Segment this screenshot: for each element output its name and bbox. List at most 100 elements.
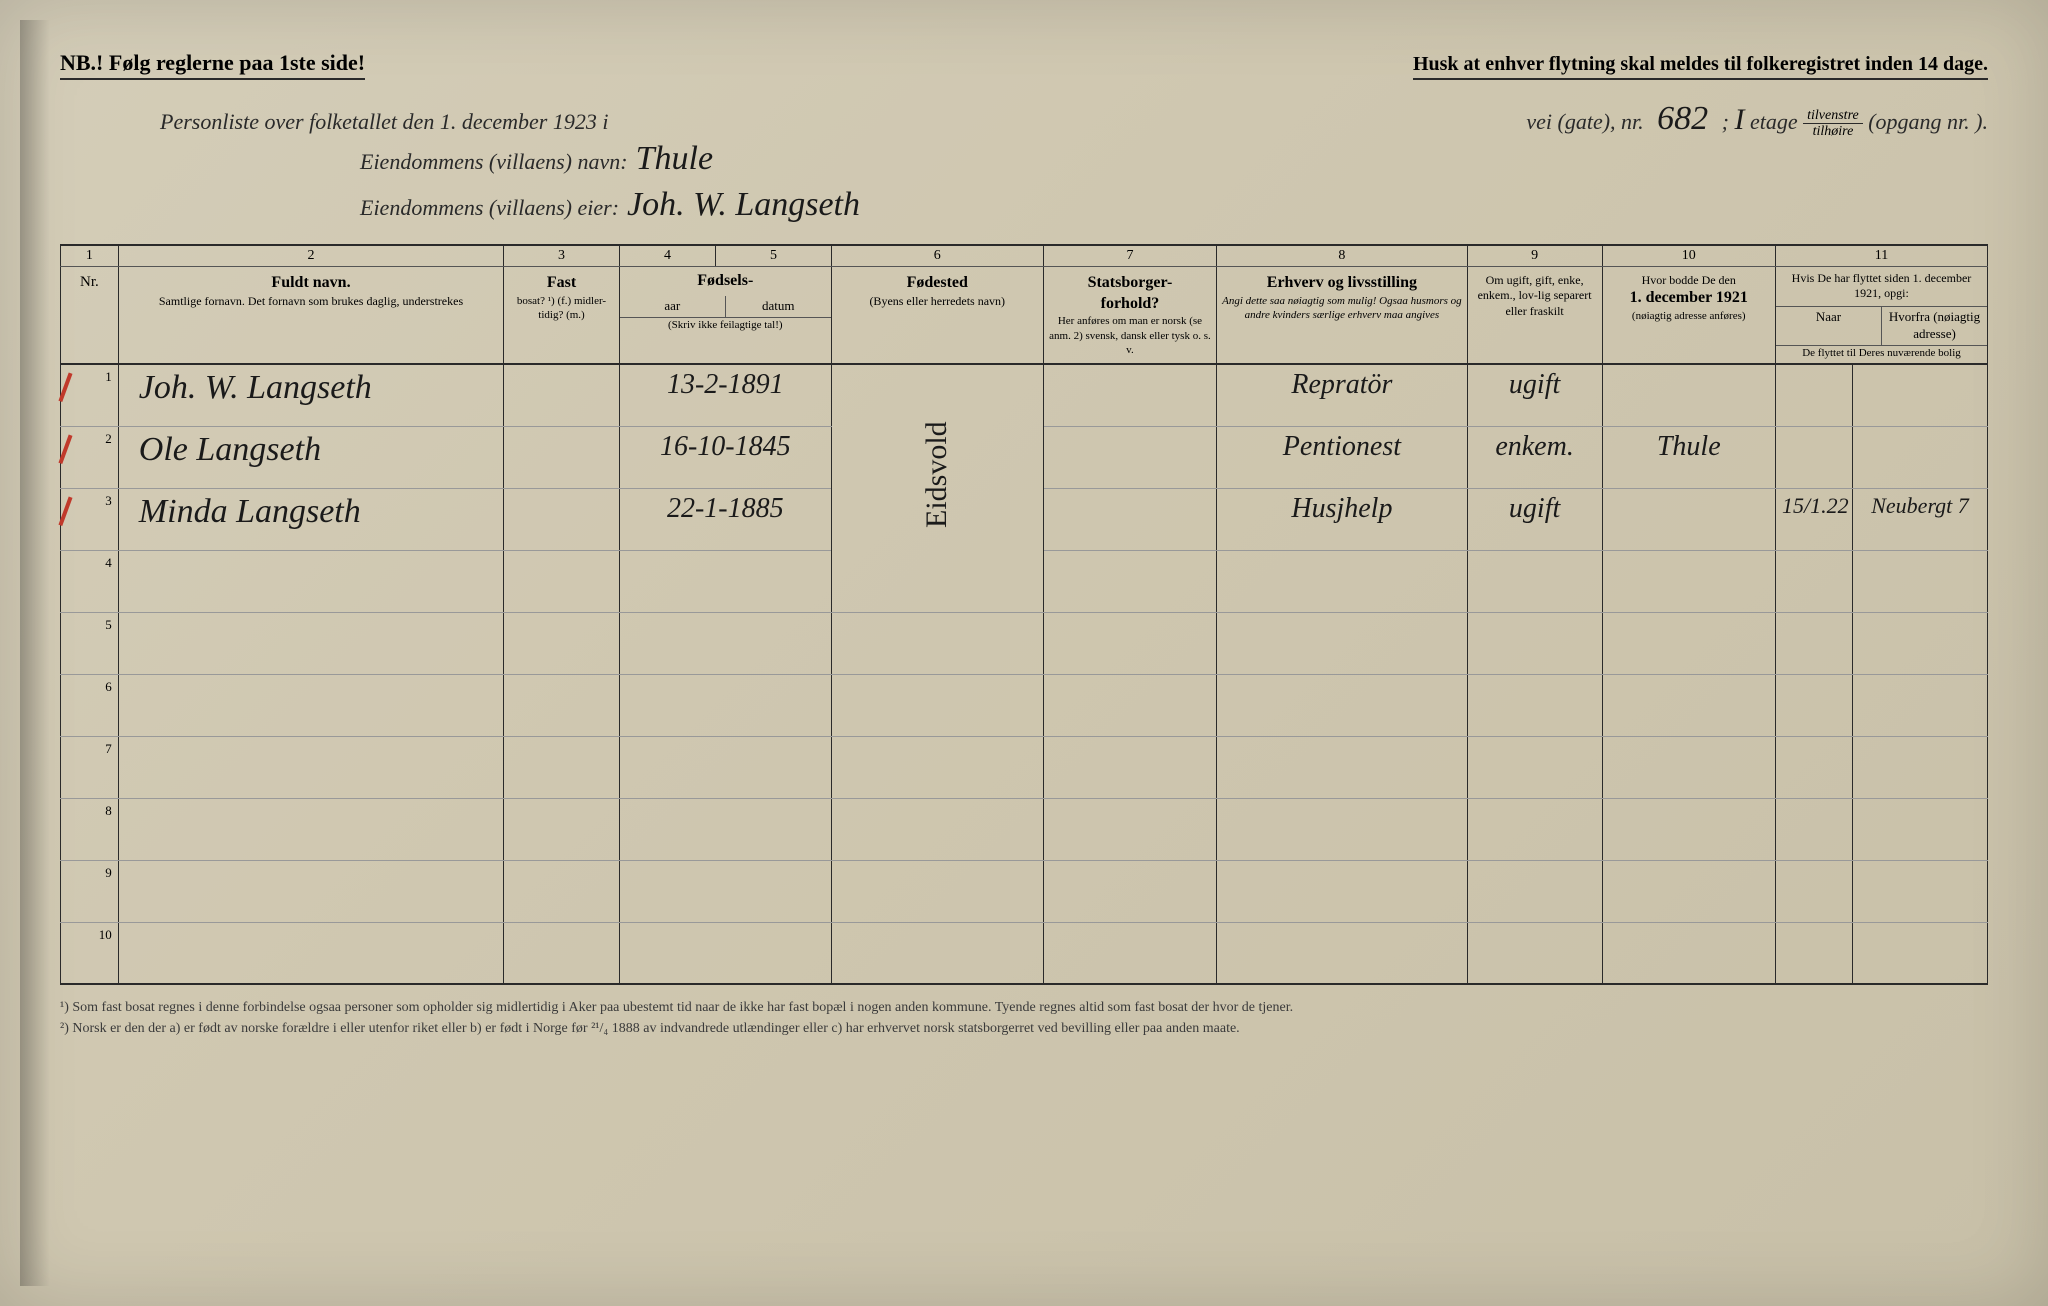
vei-label: vei (gate), nr. (1526, 109, 1643, 134)
cell-hvorfra (1853, 736, 1988, 798)
census-table: 1 2 3 4 5 6 7 8 9 10 11 Nr. Fuldt navn. … (60, 244, 1988, 985)
cell-statsborger (1043, 674, 1216, 736)
col-fodsels: Fødsels- aar datum (Skriv ikke feilagtig… (619, 266, 831, 364)
cell-name: Joh. W. Langseth (118, 364, 503, 426)
cell-statsborger (1043, 736, 1216, 798)
eiendom-navn-label: Eiendommens (villaens) navn: (360, 149, 628, 175)
cell-naar: 15/1.22 (1775, 488, 1852, 550)
cell-erhverv (1217, 674, 1468, 736)
col-naar: Naar (1776, 307, 1882, 345)
cell-dob: 16-10-1845 (619, 426, 831, 488)
cell-naar (1775, 426, 1852, 488)
cell-fast (504, 798, 620, 860)
cell-erhverv: Repratör (1217, 364, 1468, 426)
cell-dob (619, 674, 831, 736)
cell-statsborger (1043, 364, 1216, 426)
col-nr: Nr. (61, 266, 119, 364)
census-page: NB.! Følg reglerne paa 1ste side! Husk a… (0, 0, 2048, 1306)
cell-statsborger (1043, 860, 1216, 922)
red-mark-icon (58, 434, 87, 469)
cell-statsborger (1043, 488, 1216, 550)
header-row: NB.! Følg reglerne paa 1ste side! Husk a… (60, 50, 1988, 80)
cell-bodde (1602, 488, 1775, 550)
cell-erhverv (1217, 550, 1468, 612)
cell-fast (504, 364, 620, 426)
etage-label: etage (1750, 109, 1798, 134)
cell-marital: ugift (1467, 488, 1602, 550)
table-row: 1Joh. W. Langseth13-2-1891EidsvoldReprat… (61, 364, 1988, 426)
cell-hvorfra (1853, 860, 1988, 922)
cell-marital (1467, 612, 1602, 674)
cell-birthplace (831, 798, 1043, 860)
cell-naar (1775, 364, 1852, 426)
row-number: 6 (61, 674, 119, 736)
cell-birthplace (831, 860, 1043, 922)
cell-bodde (1602, 860, 1775, 922)
cell-naar (1775, 922, 1852, 984)
cell-hvorfra (1853, 612, 1988, 674)
row-number: 4 (61, 550, 119, 612)
cell-marital (1467, 674, 1602, 736)
row-number: 3 (61, 488, 119, 550)
cell-naar (1775, 612, 1852, 674)
col-fodested: Fødested (Byens eller herredets navn) (831, 266, 1043, 364)
col-flyttet: Hvis De har flyttet siden 1. december 19… (1775, 266, 1987, 364)
colnum-9: 9 (1467, 245, 1602, 267)
cell-marital (1467, 860, 1602, 922)
eiendom-navn: Thule (628, 140, 721, 178)
table-row: 7 (61, 736, 1988, 798)
cell-dob (619, 612, 831, 674)
col-hvorfra: Hvorfra (nøiagtig adresse) (1882, 307, 1987, 345)
colnum-4: 4 (619, 245, 715, 267)
cell-dob (619, 922, 831, 984)
cell-hvorfra (1853, 364, 1988, 426)
col-name: Fuldt navn. Samtlige fornavn. Det fornav… (118, 266, 503, 364)
cell-name (118, 798, 503, 860)
column-numbers-row: 1 2 3 4 5 6 7 8 9 10 11 (61, 245, 1988, 267)
colnum-7: 7 (1043, 245, 1216, 267)
row-number: 1 (61, 364, 119, 426)
cell-dob: 22-1-1885 (619, 488, 831, 550)
address-block: vei (gate), nr. 682 ; I etage tilvenstre… (1526, 100, 1988, 140)
eiendom-eier-label: Eiendommens (villaens) eier: (360, 195, 619, 221)
cell-hvorfra (1853, 922, 1988, 984)
cell-marital: ugift (1467, 364, 1602, 426)
table-row: 6 (61, 674, 1988, 736)
cell-erhverv: Pentionest (1217, 426, 1468, 488)
col-aar: aar (620, 296, 726, 317)
col-datum: datum (726, 296, 831, 317)
cell-bodde (1602, 674, 1775, 736)
cell-birthplace: Eidsvold (831, 364, 1043, 612)
nb-notice: NB.! Følg reglerne paa 1ste side! (60, 50, 365, 80)
row-number: 7 (61, 736, 119, 798)
cell-dob (619, 736, 831, 798)
cell-naar (1775, 860, 1852, 922)
table-row: 8 (61, 798, 1988, 860)
cell-erhverv: Husjhelp (1217, 488, 1468, 550)
cell-naar (1775, 736, 1852, 798)
footnote-2: ²) Norsk er den der a) er født av norske… (60, 1018, 1988, 1039)
cell-marital (1467, 922, 1602, 984)
col-statsborger: Statsborger- forhold? Her anføres om man… (1043, 266, 1216, 364)
cell-erhverv (1217, 860, 1468, 922)
cell-birthplace (831, 736, 1043, 798)
colnum-2: 2 (118, 245, 503, 267)
col-bodde: Hvor bodde De den 1. december 1921 (nøia… (1602, 266, 1775, 364)
colnum-11: 11 (1775, 245, 1987, 267)
cell-fast (504, 922, 620, 984)
cell-statsborger (1043, 550, 1216, 612)
cell-birthplace (831, 922, 1043, 984)
col-erhverv: Erhverv og livsstilling Angi dette saa n… (1217, 266, 1468, 364)
col-status: Om ugift, gift, enke, enkem., lov-lig se… (1467, 266, 1602, 364)
husk-notice: Husk at enhver flytning skal meldes til … (1413, 53, 1988, 80)
cell-bodde (1602, 612, 1775, 674)
cell-marital (1467, 736, 1602, 798)
cell-birthplace (831, 674, 1043, 736)
cell-name (118, 550, 503, 612)
cell-hvorfra (1853, 550, 1988, 612)
cell-erhverv (1217, 922, 1468, 984)
census-tbody: 1Joh. W. Langseth13-2-1891EidsvoldReprat… (61, 364, 1988, 984)
cell-fast (504, 674, 620, 736)
cell-marital: enkem. (1467, 426, 1602, 488)
row-number: 5 (61, 612, 119, 674)
